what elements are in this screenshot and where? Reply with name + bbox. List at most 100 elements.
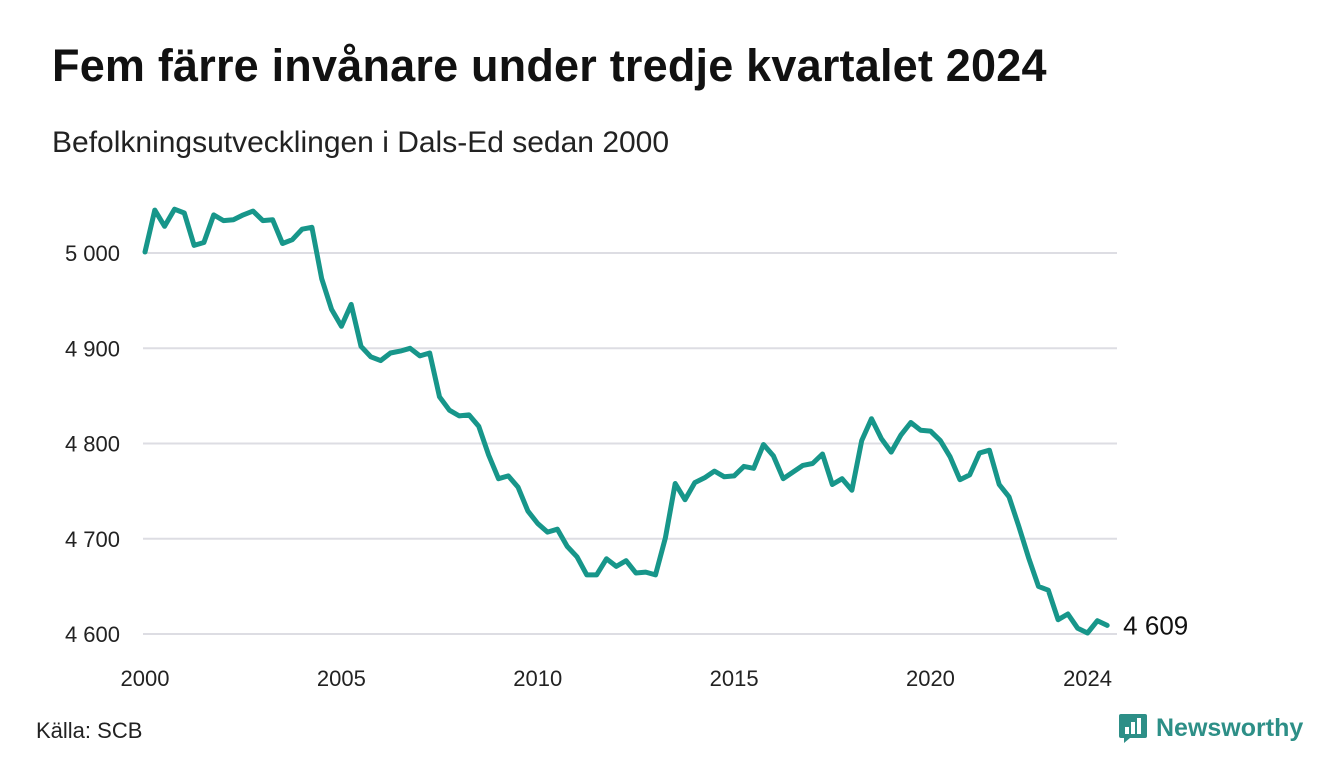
x-tick-label: 2015 [710, 666, 759, 691]
bar-chart-logo-icon [1119, 714, 1147, 743]
data-point [457, 413, 462, 418]
data-point [211, 212, 216, 217]
data-point [309, 225, 314, 230]
data-point [143, 250, 148, 255]
data-point [1105, 623, 1110, 628]
data-point [1056, 617, 1061, 622]
data-point [1065, 612, 1070, 617]
chart-subtitle: Befolkningsutvecklingen i Dals-Ed sedan … [52, 126, 670, 159]
data-point [1036, 584, 1041, 589]
data-point [967, 472, 972, 477]
data-point [840, 476, 845, 481]
data-point [300, 227, 305, 232]
data-point [152, 208, 157, 213]
data-point [1075, 626, 1080, 631]
data-point [319, 276, 324, 281]
data-point [957, 477, 962, 482]
data-point [889, 450, 894, 455]
data-point [1046, 588, 1051, 593]
data-point [1095, 618, 1100, 623]
data-point [859, 438, 864, 443]
data-point [800, 463, 805, 468]
data-point [761, 442, 766, 447]
series-layer [142, 206, 1110, 636]
data-point [879, 436, 884, 441]
data-point [732, 473, 737, 478]
data-point [408, 346, 413, 351]
data-point [997, 482, 1002, 487]
data-point [722, 474, 727, 479]
data-point [417, 353, 422, 358]
data-point [741, 464, 746, 469]
data-point [712, 469, 717, 474]
x-tick-label: 2024 [1063, 666, 1112, 691]
end-value-label: 4 609 [1123, 610, 1188, 640]
data-point [653, 572, 658, 577]
data-point [1026, 555, 1031, 560]
y-tick-label: 4 700 [65, 527, 120, 552]
data-point [1085, 631, 1090, 636]
data-point [221, 218, 226, 223]
y-tick-label: 4 800 [65, 432, 120, 457]
data-point [172, 207, 177, 212]
data-point [938, 438, 943, 443]
gridlines [143, 252, 1117, 635]
data-point [948, 454, 953, 459]
data-point [182, 211, 187, 216]
data-point [525, 509, 530, 514]
data-point [692, 480, 697, 485]
data-point [575, 554, 580, 559]
data-point [192, 243, 197, 248]
data-point [614, 564, 619, 569]
data-point [663, 535, 668, 540]
data-point [486, 452, 491, 457]
data-point [516, 485, 521, 490]
data-point [467, 412, 472, 417]
data-point [643, 570, 648, 575]
data-point [810, 461, 815, 466]
data-point [565, 544, 570, 549]
data-point [702, 475, 707, 480]
data-point [1016, 524, 1021, 529]
data-point [378, 358, 383, 363]
data-point [751, 466, 756, 471]
data-point [231, 217, 236, 222]
data-point [594, 572, 599, 577]
data-point [437, 394, 442, 399]
data-point [830, 482, 835, 487]
data-point [496, 476, 501, 481]
data-point [339, 324, 344, 329]
data-point [359, 344, 364, 349]
data-point [869, 416, 874, 421]
data-point [476, 424, 481, 429]
data-point [781, 476, 786, 481]
data-point [604, 556, 609, 561]
data-point [162, 224, 167, 229]
data-point [555, 527, 560, 532]
data-point [820, 452, 825, 457]
x-tick-label: 2020 [906, 666, 955, 691]
x-axis-ticks: 2000 2005 2010 2015 2020 2024 [121, 666, 1112, 691]
data-point [329, 307, 334, 312]
data-point [987, 448, 992, 453]
data-point [673, 481, 678, 486]
y-tick-label: 5 000 [65, 241, 120, 266]
data-point [1007, 494, 1012, 499]
y-axis-ticks: 4 600 4 700 4 800 4 900 5 000 [65, 241, 120, 647]
population-line [142, 206, 1110, 636]
data-point [849, 488, 854, 493]
y-tick-label: 4 900 [65, 336, 120, 361]
x-tick-label: 2010 [513, 666, 562, 691]
data-point [447, 408, 452, 413]
data-point [908, 420, 913, 425]
y-tick-label: 4 600 [65, 622, 120, 647]
data-point [280, 241, 285, 246]
data-point [270, 217, 275, 222]
data-point [928, 429, 933, 434]
brand-logo: Newsworthy [1118, 712, 1303, 744]
data-point [368, 354, 373, 359]
x-tick-label: 2005 [317, 666, 366, 691]
x-tick-label: 2000 [121, 666, 170, 691]
data-point [388, 351, 393, 356]
